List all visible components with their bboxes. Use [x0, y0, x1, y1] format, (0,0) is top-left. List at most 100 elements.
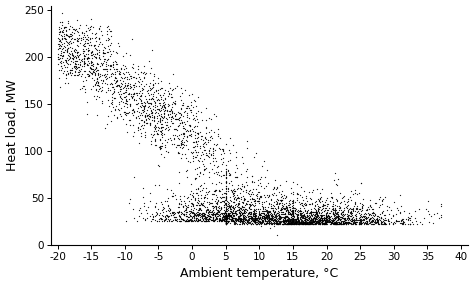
- Point: [340, 221, 348, 226]
- Point: [178, 139, 185, 143]
- Point: [105, 38, 112, 42]
- Point: [288, 208, 296, 213]
- Point: [194, 218, 202, 222]
- Point: [245, 205, 253, 210]
- Point: [123, 83, 130, 88]
- Point: [159, 125, 166, 130]
- Point: [291, 221, 299, 225]
- Point: [266, 221, 274, 226]
- Point: [316, 221, 323, 225]
- Point: [199, 150, 206, 154]
- Point: [312, 219, 319, 223]
- Point: [322, 216, 330, 221]
- Point: [377, 220, 385, 225]
- Point: [152, 126, 159, 131]
- Point: [229, 216, 237, 220]
- Point: [222, 181, 229, 186]
- Point: [202, 153, 210, 157]
- Point: [316, 221, 324, 226]
- Point: [230, 189, 238, 194]
- Point: [208, 209, 215, 213]
- Point: [182, 207, 190, 212]
- Point: [240, 196, 248, 200]
- Point: [76, 63, 83, 67]
- Point: [222, 217, 229, 221]
- Point: [107, 63, 114, 68]
- Point: [200, 217, 207, 222]
- Point: [337, 221, 345, 226]
- Point: [117, 81, 124, 85]
- Point: [269, 212, 276, 217]
- Point: [161, 105, 168, 110]
- Point: [308, 189, 316, 194]
- Point: [201, 211, 209, 216]
- Point: [351, 202, 358, 207]
- Point: [307, 218, 314, 222]
- Point: [240, 197, 248, 202]
- Point: [265, 220, 273, 225]
- Point: [253, 217, 261, 221]
- Point: [358, 206, 365, 210]
- Point: [84, 74, 91, 78]
- Point: [269, 216, 277, 220]
- Point: [231, 170, 238, 174]
- Point: [222, 212, 230, 217]
- Point: [222, 219, 230, 224]
- Point: [309, 222, 317, 227]
- Point: [218, 218, 226, 223]
- Point: [184, 203, 191, 207]
- Point: [284, 220, 292, 225]
- Point: [76, 22, 84, 27]
- Point: [216, 219, 223, 223]
- Point: [228, 217, 235, 222]
- Point: [365, 214, 372, 219]
- Point: [300, 220, 307, 224]
- Point: [205, 189, 213, 194]
- Point: [158, 114, 166, 119]
- Point: [385, 222, 393, 226]
- Point: [56, 29, 64, 34]
- Point: [211, 212, 219, 217]
- Point: [250, 180, 257, 185]
- Point: [378, 210, 385, 215]
- Point: [349, 221, 356, 226]
- Point: [272, 222, 280, 226]
- Point: [128, 65, 136, 70]
- Point: [324, 219, 331, 223]
- Point: [211, 188, 219, 193]
- Point: [353, 214, 360, 219]
- Point: [233, 196, 241, 200]
- Point: [192, 218, 200, 223]
- Point: [224, 202, 231, 206]
- Point: [292, 219, 300, 223]
- Point: [250, 187, 257, 191]
- Point: [222, 212, 229, 217]
- Point: [288, 205, 296, 210]
- Point: [56, 60, 64, 65]
- Point: [222, 214, 229, 218]
- Point: [247, 216, 255, 221]
- Point: [248, 216, 255, 221]
- Point: [75, 67, 82, 72]
- Point: [334, 216, 341, 221]
- Point: [216, 208, 223, 212]
- Point: [256, 180, 264, 185]
- Point: [197, 192, 205, 197]
- Point: [148, 110, 156, 115]
- Point: [180, 101, 187, 105]
- Point: [175, 217, 183, 221]
- Point: [310, 219, 317, 223]
- Point: [328, 219, 336, 224]
- Point: [312, 212, 320, 217]
- Point: [256, 212, 264, 216]
- Point: [366, 217, 374, 222]
- Point: [297, 220, 304, 224]
- Point: [311, 207, 319, 212]
- Point: [339, 221, 347, 225]
- Point: [230, 186, 237, 191]
- Point: [123, 84, 131, 88]
- Point: [316, 200, 324, 204]
- Point: [126, 82, 133, 86]
- Point: [346, 194, 354, 199]
- Point: [84, 72, 91, 76]
